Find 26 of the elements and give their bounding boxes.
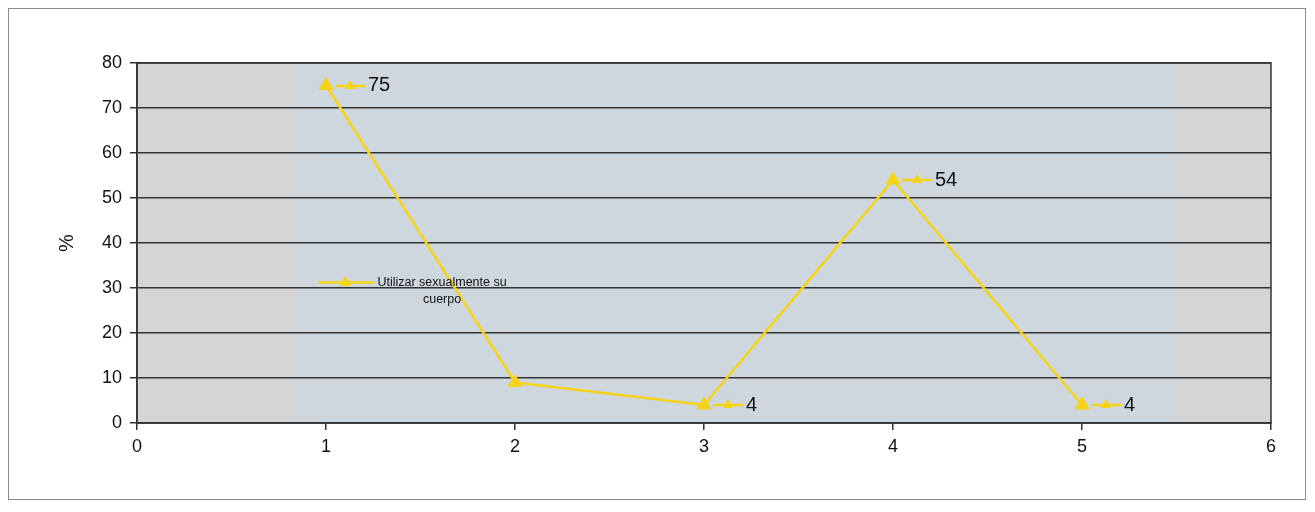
y-tick-label: 0 [111,411,122,432]
data-label: 4 [1124,392,1136,415]
point [885,171,901,185]
y-tick-label: 80 [101,51,122,72]
y-tick-label: 60 [101,141,122,162]
point [696,396,712,410]
y-tick-label: 50 [101,186,122,207]
x-tick-label: 1 [320,435,332,456]
data-label: 4 [746,392,758,415]
point [318,77,334,90]
x-tick-label: 4 [887,435,899,456]
y-tick-label: 70 [101,96,122,117]
y-tick-label: 30 [101,276,122,297]
y-tick-label: 40 [101,231,122,252]
x-tick-label: 2 [509,435,521,456]
x-tick-label: 0 [131,435,143,456]
y-axis-title: % [54,233,77,252]
data-label: 75 [368,73,391,96]
point [507,374,523,387]
point [1074,396,1090,410]
y-tick-label: 10 [101,366,122,387]
x-tick-label: 6 [1265,435,1277,456]
x-tick-label: 3 [698,435,710,456]
y-tick-label: 20 [101,321,122,342]
data-label: 54 [935,167,958,190]
x-tick-label: 5 [1076,435,1088,456]
